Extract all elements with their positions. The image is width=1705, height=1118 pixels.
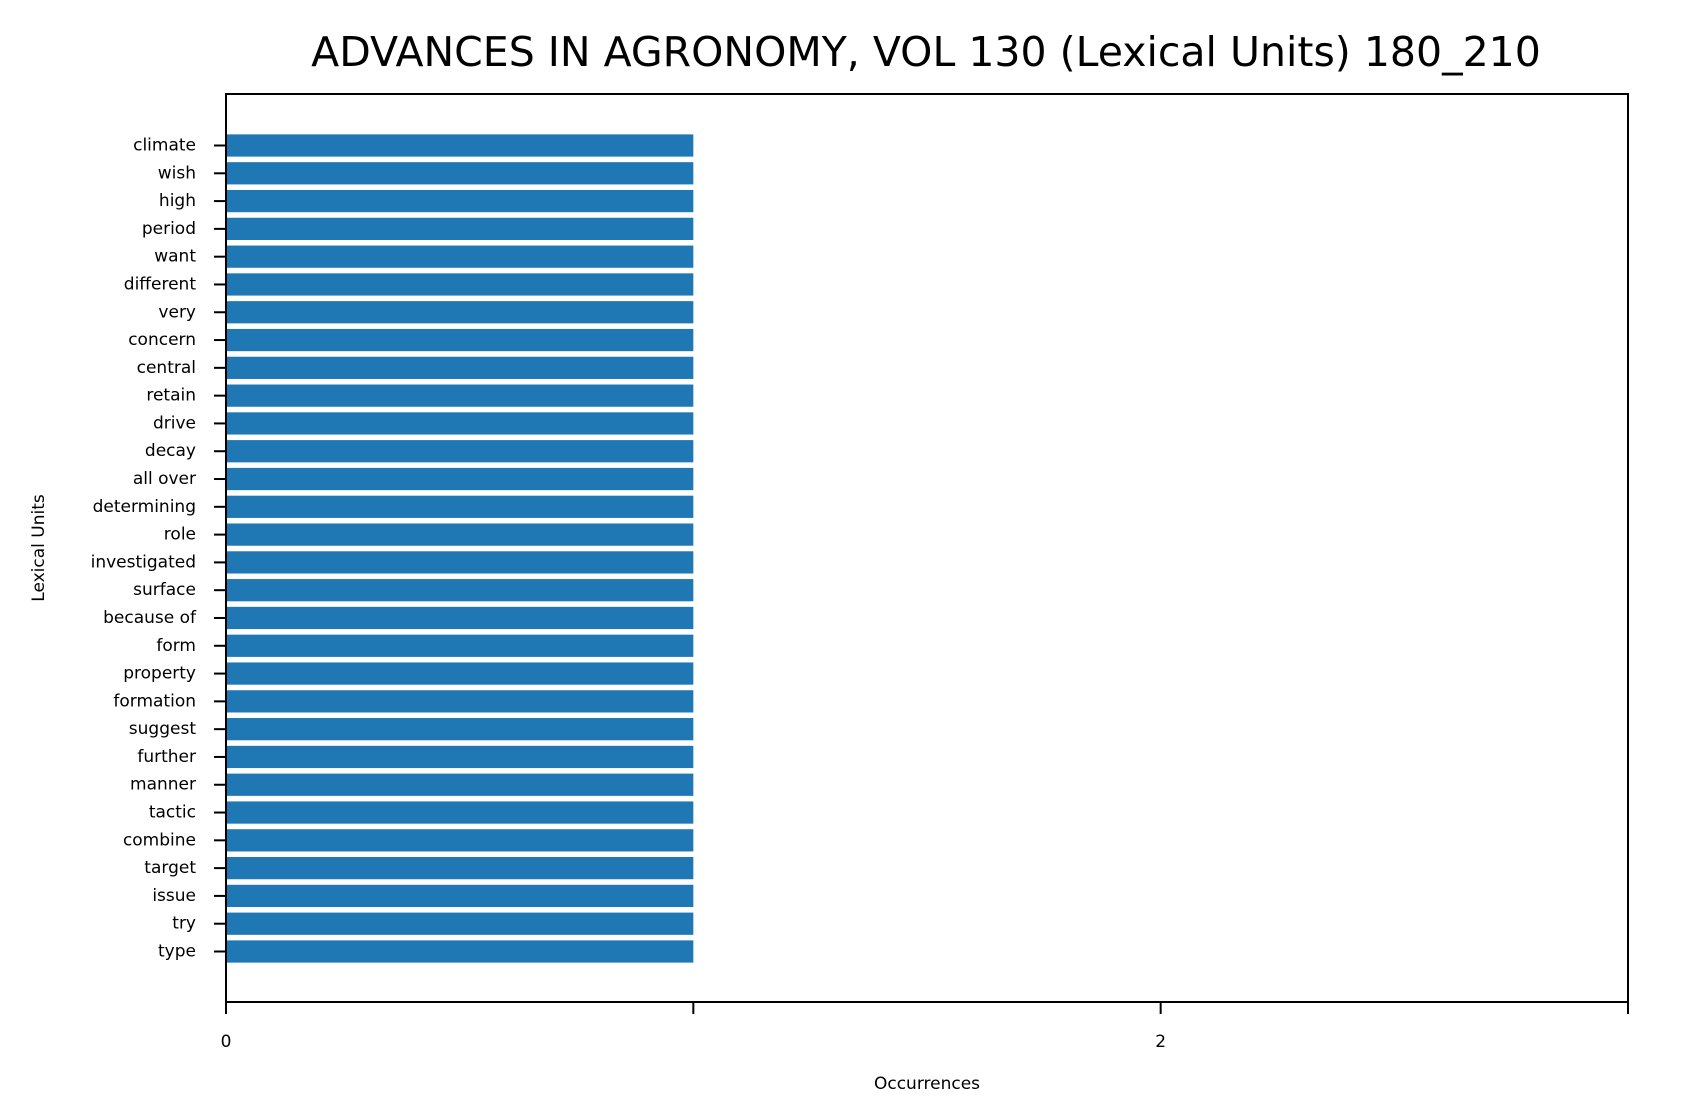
- y-tick-label: drive: [153, 413, 196, 433]
- y-tick-label: type: [158, 942, 196, 962]
- y-tick-label: suggest: [129, 719, 197, 739]
- y-tick-label: try: [172, 914, 196, 934]
- y-tick-label: central: [137, 358, 196, 378]
- bar-concern: [226, 328, 694, 352]
- chart-title: ADVANCES IN AGRONOMY, VOL 130 (Lexical U…: [311, 28, 1541, 76]
- y-tick-label: climate: [133, 136, 196, 156]
- bar-want: [226, 245, 694, 268]
- bar-try: [226, 912, 694, 935]
- y-axis-label: Lexical Units: [29, 494, 49, 602]
- bar-type: [226, 940, 694, 963]
- y-tick-label: want: [154, 247, 196, 267]
- y-tick-label: issue: [152, 886, 196, 906]
- y-tick-label: determining: [93, 497, 196, 517]
- bar-because-of: [226, 606, 694, 630]
- bar-decay: [226, 440, 694, 463]
- bar-surface: [226, 579, 694, 602]
- y-tick-label: very: [158, 302, 196, 322]
- bar-high: [226, 189, 694, 213]
- bar-form: [226, 634, 694, 657]
- y-tick-label: investigated: [91, 552, 196, 572]
- bar-central: [226, 356, 694, 379]
- bar-drive: [226, 412, 694, 435]
- y-tick-label: tactic: [149, 803, 196, 823]
- y-tick-label: property: [123, 664, 196, 684]
- plot-frame: [225, 93, 1629, 1003]
- bar-suggest: [226, 718, 694, 741]
- bar-climate: [226, 134, 694, 157]
- y-axis-ticks: climate wish high period want different very co…: [91, 136, 226, 962]
- bar-property: [226, 662, 694, 685]
- bar-period: [226, 217, 694, 240]
- y-tick-label: because of: [103, 608, 197, 628]
- x-tick-label: 0: [221, 1032, 232, 1052]
- y-tick-label: role: [164, 525, 196, 545]
- bar-formation: [226, 690, 694, 713]
- y-tick-label: all over: [133, 469, 196, 489]
- y-tick-label: target: [144, 858, 196, 878]
- y-tick-label: form: [156, 636, 196, 656]
- y-tick-label: wish: [158, 163, 196, 183]
- bar-determining: [226, 495, 694, 518]
- bar-further: [226, 745, 694, 769]
- bar-different: [226, 273, 694, 296]
- bar-retain: [226, 384, 694, 407]
- x-axis-label: Occurrences: [874, 1074, 980, 1094]
- y-tick-label: different: [124, 274, 197, 294]
- bar-role: [226, 523, 694, 546]
- bar-tactic: [226, 801, 694, 824]
- bar-wish: [226, 162, 694, 185]
- bar-all-over: [226, 467, 694, 491]
- y-tick-label: concern: [128, 330, 196, 350]
- bar-manner: [226, 773, 694, 796]
- y-tick-label: formation: [113, 691, 196, 711]
- y-tick-label: manner: [130, 775, 196, 795]
- y-tick-label: surface: [133, 580, 196, 600]
- bars-group: [226, 134, 694, 963]
- bar-investigated: [226, 551, 694, 574]
- y-tick-label: further: [137, 747, 196, 767]
- x-tick-label: 2: [1155, 1032, 1166, 1052]
- y-tick-label: decay: [145, 441, 196, 461]
- bar-target: [226, 857, 694, 880]
- bar-combine: [226, 829, 694, 852]
- y-tick-label: retain: [146, 386, 196, 406]
- y-tick-label: combine: [123, 830, 196, 850]
- bar-very: [226, 301, 694, 324]
- y-tick-label: high: [159, 191, 196, 211]
- y-tick-label: period: [142, 219, 196, 239]
- bar-issue: [226, 884, 694, 908]
